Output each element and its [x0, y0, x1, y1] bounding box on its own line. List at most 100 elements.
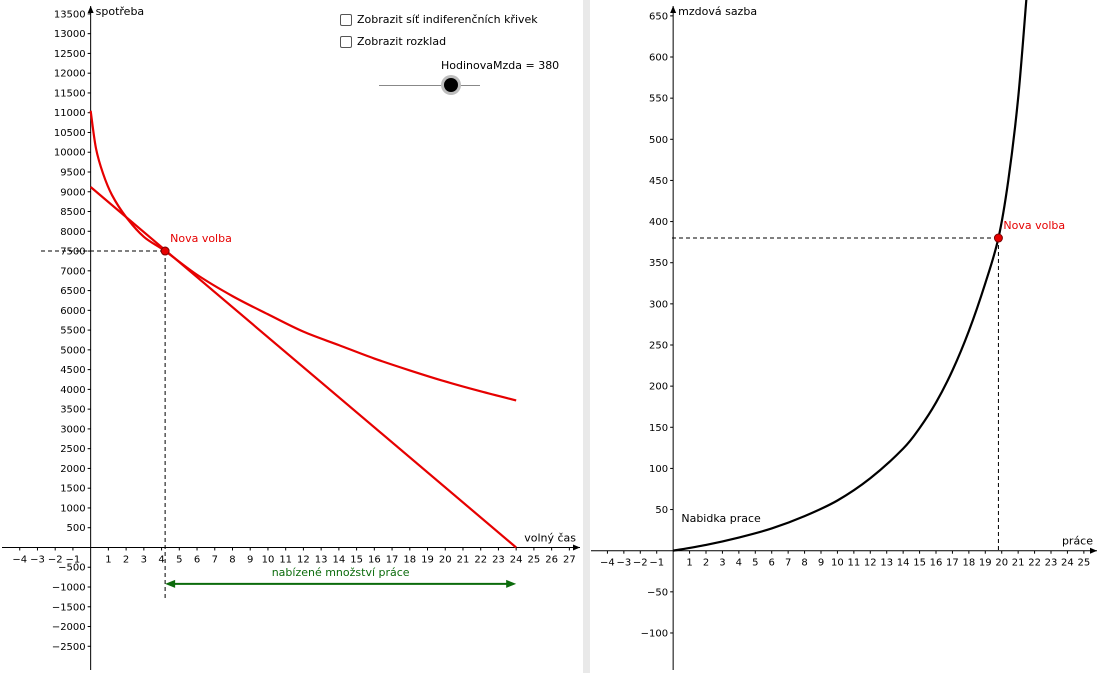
x-tick-label: 4: [736, 558, 742, 569]
x-tick-label: 11: [847, 558, 860, 569]
checkbox-label: Zobrazit rozklad: [357, 35, 447, 48]
series-line-2: [89, 110, 517, 402]
x-axis-arrow: [1090, 547, 1097, 554]
x-tick-label: 16: [368, 554, 381, 565]
y-tick-label: 10500: [54, 128, 86, 139]
y-tick-label: 500: [67, 523, 86, 534]
x-axis-label: volný čas: [524, 531, 576, 544]
y-axis-arrow: [87, 6, 94, 13]
y-tick-label: 300: [649, 299, 668, 310]
y-tick-label: 4000: [60, 385, 85, 396]
y-tick-label: 2500: [60, 444, 85, 455]
x-tick-label: 9: [818, 558, 824, 569]
x-tick-label: −2: [48, 554, 63, 565]
y-tick-label: 8500: [60, 207, 85, 218]
x-tick-label: 18: [962, 558, 975, 569]
y-tick-label: 50: [655, 505, 668, 516]
x-tick-label: 7: [785, 558, 791, 569]
y-tick-label: 500: [649, 135, 668, 146]
right-graph[interactable]: −4 −3 −2 −1 1 2 3 4 5 6 7 8 9 10 11 12 13 14 15 16 17 18 19 20 2…: [591, 0, 1097, 670]
series-line-1: [672, 0, 1028, 552]
x-tick-label: 5: [176, 554, 182, 565]
y-tick-label: 350: [649, 258, 668, 269]
x-tick-label: 24: [510, 554, 523, 565]
y-tick-label: 7500: [60, 247, 85, 258]
x-tick-label: 17: [386, 554, 399, 565]
x-tick-label: 11: [279, 554, 292, 565]
x-tick-label: 25: [1077, 558, 1090, 569]
checkbox-box[interactable]: [340, 35, 352, 48]
x-tick-label: 8: [801, 558, 807, 569]
y-tick-label: 650: [649, 11, 668, 22]
x-tick-label: −4: [12, 554, 27, 565]
y-tick-label: 3500: [60, 405, 85, 416]
x-axis-arrow: [573, 544, 580, 551]
x-tick-label: 6: [194, 554, 200, 565]
y-tick-label: 9500: [60, 168, 85, 179]
y-tick-label: 5500: [60, 326, 85, 337]
panel-divider: [583, 0, 590, 673]
y-tick-label: −100: [641, 628, 668, 639]
x-tick-label: 14: [333, 554, 346, 565]
wage-slider-knob[interactable]: [444, 78, 458, 92]
labor-arrow-head-left: [165, 579, 176, 588]
y-tick-label: 4500: [60, 365, 85, 376]
y-tick-label: −500: [58, 563, 85, 574]
checkbox-box[interactable]: [340, 13, 352, 26]
y-tick-label: 10000: [54, 148, 86, 159]
x-tick-label: 7: [212, 554, 218, 565]
x-tick-label: 12: [864, 558, 877, 569]
labor-arrow-label: nabízené množství práce: [272, 566, 410, 579]
x-tick-label: 23: [1045, 558, 1058, 569]
y-tick-label: 8000: [60, 227, 85, 238]
indifference-grid-checkbox[interactable]: Zobrazit síť indiferenčních křivek: [340, 13, 538, 26]
x-tick-label: 18: [403, 554, 416, 565]
x-tick-label: −3: [616, 558, 631, 569]
series-label: Nabidka prace: [681, 512, 761, 525]
x-tick-label: 27: [563, 554, 576, 565]
y-tick-label: 250: [649, 340, 668, 351]
decomposition-checkbox[interactable]: Zobrazit rozklad: [340, 35, 446, 48]
wage-slider-track[interactable]: [379, 85, 480, 86]
x-tick-label: 19: [421, 554, 434, 565]
x-tick-label: 3: [141, 554, 147, 565]
y-tick-label: −2500: [52, 642, 86, 653]
x-tick-label: 16: [930, 558, 943, 569]
y-tick-label: 150: [649, 423, 668, 434]
x-tick-label: 1: [686, 558, 692, 569]
y-tick-label: −1000: [52, 583, 86, 594]
x-tick-label: 1: [105, 554, 111, 565]
y-tick-label: 11000: [54, 108, 86, 119]
point-marker: [993, 233, 1003, 243]
x-tick-label: 21: [1012, 558, 1025, 569]
x-tick-label: 22: [1028, 558, 1041, 569]
y-tick-label: 7000: [60, 266, 85, 277]
y-tick-label: −50: [647, 587, 668, 598]
wage-slider-label: HodinovaMzda = 380: [441, 59, 560, 72]
x-tick-label: 10: [262, 554, 275, 565]
y-tick-label: 11500: [54, 88, 86, 99]
x-tick-label: 23: [492, 554, 505, 565]
x-tick-label: −1: [649, 558, 664, 569]
x-tick-label: 2: [703, 558, 709, 569]
y-tick-label: 2000: [60, 464, 85, 475]
y-tick-label: 3000: [60, 424, 85, 435]
y-tick-label: 12500: [54, 49, 86, 60]
x-tick-label: 10: [831, 558, 844, 569]
y-axis-label: mzdová sazba: [678, 5, 757, 18]
left-graph[interactable]: −4 −3 −2 −1 1 2 3 4 5 6 7 8 9 10 11 12 13 14 15 16 17 18 19 20 2…: [2, 5, 580, 670]
x-tick-label: 8: [229, 554, 235, 565]
x-tick-label: 12: [297, 554, 310, 565]
x-tick-label: 14: [897, 558, 910, 569]
y-tick-label: 6000: [60, 306, 85, 317]
x-tick-label: 2: [123, 554, 129, 565]
y-tick-label: 200: [649, 382, 668, 393]
y-axis-arrow: [670, 6, 677, 13]
y-tick-label: 1000: [60, 503, 85, 514]
point-marker: [160, 246, 170, 256]
y-tick-label: 13500: [54, 9, 86, 20]
y-tick-label: 5000: [60, 345, 85, 356]
y-tick-label: 6500: [60, 286, 85, 297]
y-tick-label: 550: [649, 94, 668, 105]
